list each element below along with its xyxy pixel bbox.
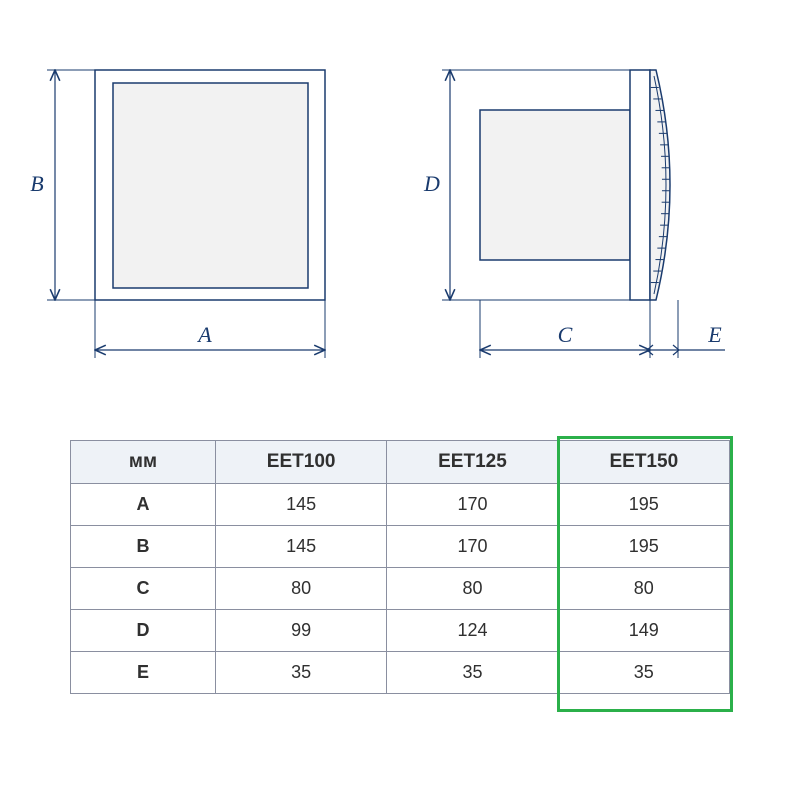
dimension-value: 149: [558, 610, 729, 652]
dimension-value: 80: [215, 568, 386, 610]
dimension-label: A: [71, 484, 216, 526]
unit-header: мм: [71, 441, 216, 484]
spec-table-wrap: ммEET100EET125EET150A145170195B145170195…: [70, 440, 730, 694]
dimension-diagram: A B D C E: [0, 0, 800, 420]
spec-table: ммEET100EET125EET150A145170195B145170195…: [70, 440, 730, 694]
table-row: D99124149: [71, 610, 730, 652]
svg-text:E: E: [707, 322, 722, 347]
svg-text:D: D: [423, 171, 440, 196]
table-row: B145170195: [71, 526, 730, 568]
svg-text:A: A: [196, 322, 212, 347]
dimension-value: 80: [387, 568, 558, 610]
dimension-value: 99: [215, 610, 386, 652]
table-row: A145170195: [71, 484, 730, 526]
svg-text:B: B: [30, 171, 43, 196]
dimension-value: 145: [215, 526, 386, 568]
svg-text:C: C: [558, 322, 573, 347]
dimension-label: B: [71, 526, 216, 568]
dimension-label: C: [71, 568, 216, 610]
dimension-label: E: [71, 652, 216, 694]
dimension-value: 80: [558, 568, 729, 610]
table-row: C808080: [71, 568, 730, 610]
model-header: EET150: [558, 441, 729, 484]
dimension-value: 195: [558, 526, 729, 568]
model-header: EET125: [387, 441, 558, 484]
dimension-label: D: [71, 610, 216, 652]
table-row: E353535: [71, 652, 730, 694]
dimension-value: 195: [558, 484, 729, 526]
model-header: EET100: [215, 441, 386, 484]
dimension-value: 124: [387, 610, 558, 652]
dimension-value: 35: [387, 652, 558, 694]
dimension-value: 170: [387, 484, 558, 526]
dimension-value: 35: [215, 652, 386, 694]
dimension-value: 170: [387, 526, 558, 568]
dimension-value: 145: [215, 484, 386, 526]
dimension-value: 35: [558, 652, 729, 694]
